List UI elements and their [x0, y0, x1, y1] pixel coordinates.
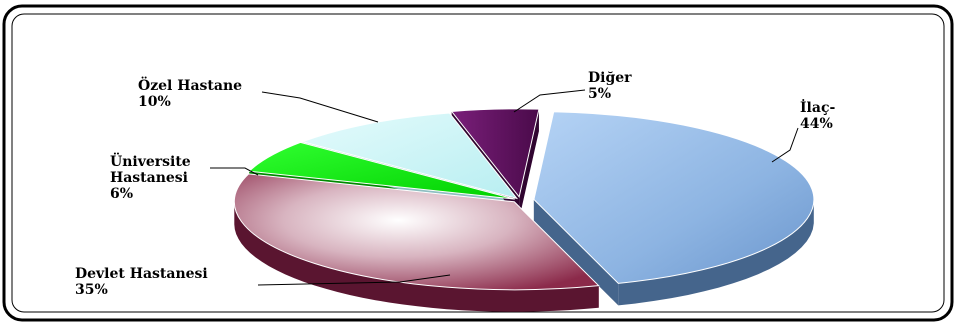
slice-side-0 — [618, 201, 814, 306]
slice-label: Özel Hastane 10% — [138, 75, 242, 110]
slice-label-line: 6% — [110, 186, 133, 202]
slice-face-4-1 — [519, 109, 539, 219]
slice-üniversite-hastanesi — [248, 141, 515, 200]
slice-label-line: Hastanesi — [110, 170, 188, 186]
slice-label-line: 5% — [588, 86, 611, 102]
slice-label-line: İlaç- — [800, 97, 835, 116]
slice-labels: İlaç-44% Devlet Hastanesi 35% Üniversite Has… — [75, 70, 835, 298]
slice-i̇laç — [533, 111, 815, 284]
label-leaders — [210, 89, 799, 286]
slice-devlet-hastanesi — [233, 173, 600, 291]
slice-label: İlaç-44% — [800, 97, 835, 132]
slice-label-line: 10% — [138, 94, 171, 110]
leader-line-2 — [210, 167, 259, 176]
slice-label: Diğer 5% — [588, 70, 632, 102]
slice-label-line: Diğer — [588, 70, 632, 86]
slice-label-line: Devlet Hastanesi — [75, 266, 208, 282]
slice-side-1 — [234, 202, 599, 312]
leader-line-0 — [771, 127, 799, 163]
slice-label-line: Özel Hastane — [138, 75, 242, 94]
leader-line-3 — [261, 91, 379, 123]
slice-label-line: Üniversite — [110, 151, 191, 170]
leader-line-4 — [513, 89, 586, 113]
slice-label-line: 44% — [800, 116, 833, 132]
slice-label: Üniversite Hastanesi 6% — [110, 151, 191, 202]
slice-label-line: 35% — [75, 282, 108, 298]
leader-line-1 — [257, 274, 451, 286]
slice-diğer — [450, 108, 540, 199]
slice-label: Devlet Hastanesi 35% — [75, 266, 208, 298]
pie-tops — [233, 108, 815, 291]
slice-özel-hastane — [300, 112, 519, 200]
chart-frame-outer — [2, 4, 954, 322]
slice-face-0-1 — [533, 199, 619, 306]
